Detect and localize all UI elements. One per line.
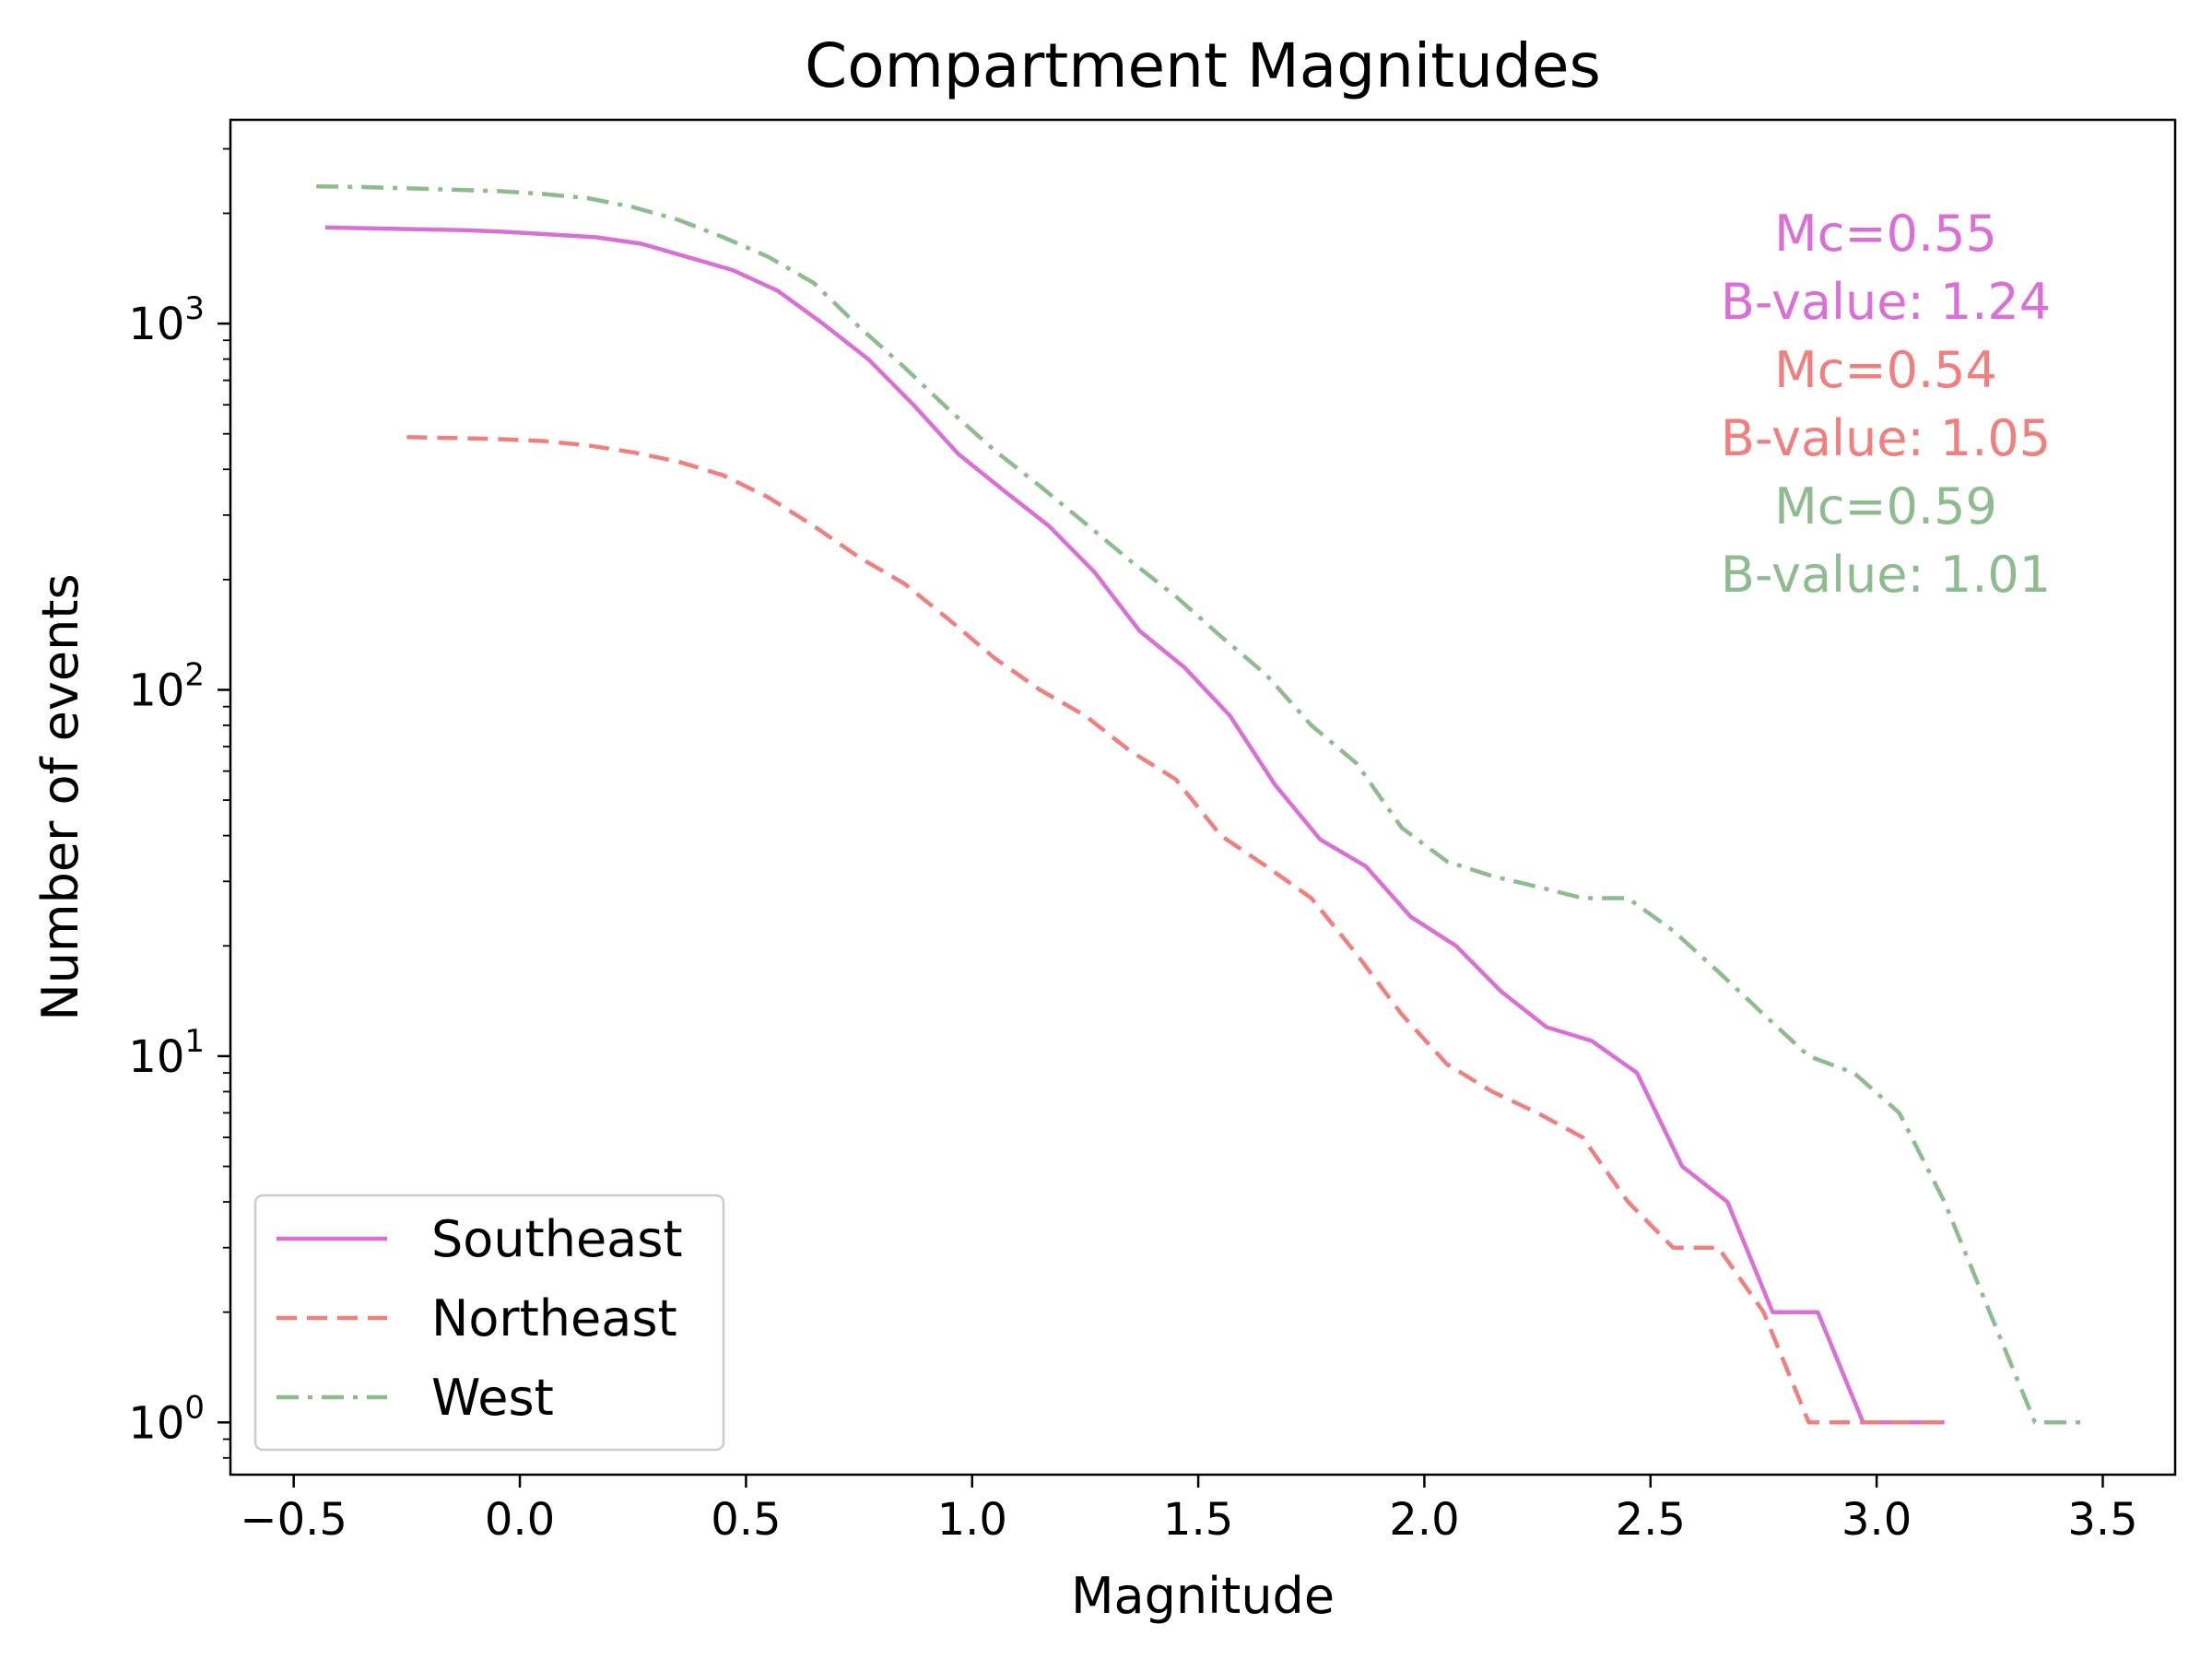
series-line-west bbox=[316, 183, 2080, 1425]
legend-label-west: West bbox=[431, 1369, 554, 1427]
y-tick-label: 100 bbox=[128, 1389, 205, 1449]
legend-label-southeast: Southeast bbox=[431, 1210, 683, 1268]
x-axis-label: Magnitude bbox=[1071, 1567, 1335, 1625]
y-axis-label: Number of events bbox=[31, 573, 89, 1020]
chart-title: Compartment Magnitudes bbox=[805, 30, 1601, 101]
stat-annotation: B-value: 1.01 bbox=[1721, 546, 2051, 604]
series-line-southeast bbox=[324, 225, 1945, 1425]
stat-annotation: Mc=0.59 bbox=[1774, 477, 1997, 535]
plot-lines bbox=[316, 183, 2080, 1425]
stat-annotation: B-value: 1.24 bbox=[1721, 273, 2051, 331]
stat-annotation: Mc=0.54 bbox=[1774, 341, 1997, 399]
x-tick-label: 3.0 bbox=[1841, 1494, 1912, 1546]
x-tick-label: 2.5 bbox=[1616, 1494, 1686, 1546]
x-tick-label: 1.0 bbox=[937, 1494, 1007, 1546]
y-tick-label: 102 bbox=[128, 656, 205, 716]
stat-annotation: Mc=0.55 bbox=[1774, 205, 1997, 263]
x-tick-label: 1.5 bbox=[1163, 1494, 1233, 1546]
x-tick-label: −0.5 bbox=[240, 1494, 347, 1546]
legend-label-northeast: Northeast bbox=[431, 1289, 677, 1347]
x-axis-ticks: −0.5 0.0 0.5 1.0 1.5 2.0 2.5 3.0 3.5 bbox=[240, 1475, 2138, 1546]
legend-frame bbox=[253, 1194, 725, 1452]
x-tick-label: 3.5 bbox=[2067, 1494, 2137, 1546]
x-tick-label: 2.0 bbox=[1389, 1494, 1459, 1546]
y-tick-label: 103 bbox=[128, 290, 205, 350]
series-line-northeast bbox=[406, 434, 1945, 1425]
stat-annotation: B-value: 1.05 bbox=[1721, 409, 2051, 467]
stats-annotations: Mc=0.55 B-value: 1.24 Mc=0.54 B-value: 1.05… bbox=[1721, 205, 2051, 604]
plot-frame bbox=[229, 118, 2177, 1477]
x-tick-label: 0.0 bbox=[485, 1494, 555, 1546]
y-axis-ticks: 100 101 102 103 bbox=[128, 147, 230, 1459]
y-tick-label: 101 bbox=[128, 1023, 205, 1083]
x-tick-label: 0.5 bbox=[711, 1494, 781, 1546]
legend: Southeast Northeast West bbox=[253, 1194, 725, 1452]
